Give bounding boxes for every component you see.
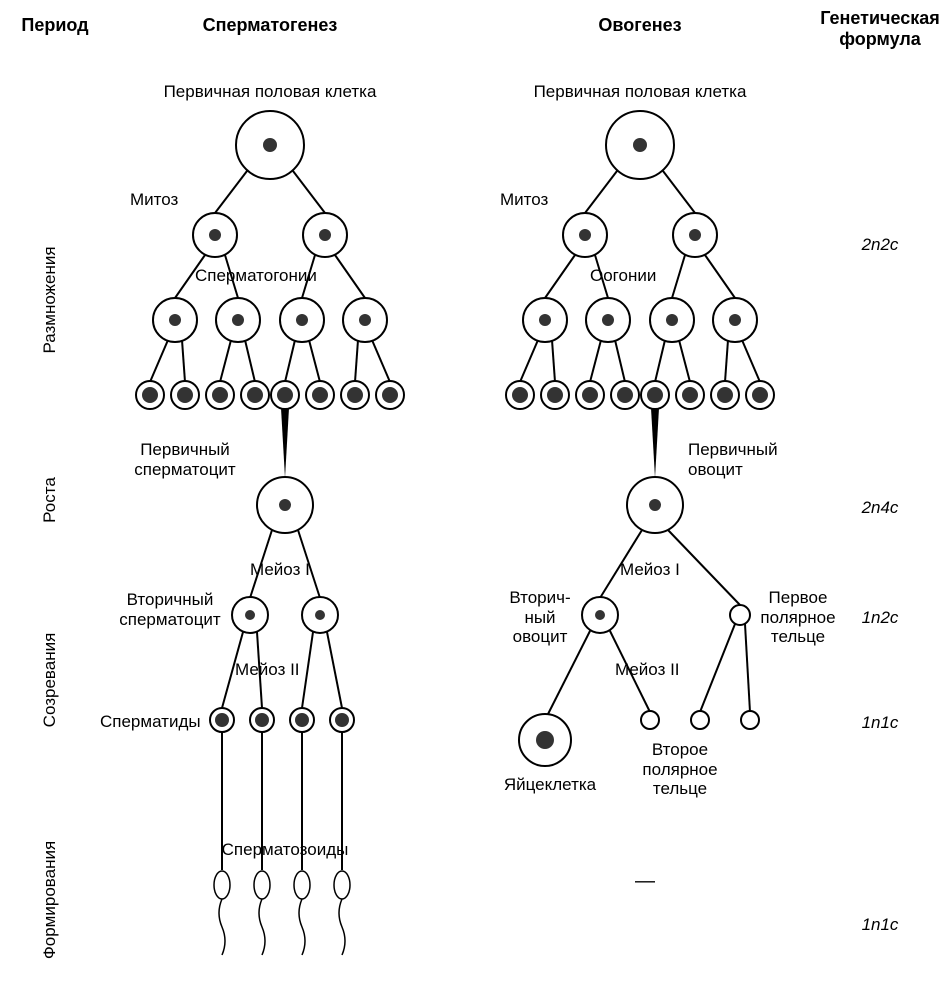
period-growth: Роста xyxy=(40,465,60,535)
label-secondary-oocyte: Вторич- ный овоцит xyxy=(495,588,585,647)
label-spermatozoa: Сперматозоиды xyxy=(210,840,360,860)
label-meiosis2-s: Мейоз II xyxy=(235,660,315,680)
label-mitosis-s: Митоз xyxy=(130,190,200,210)
label-primary-oocyte: Первичный овоцит xyxy=(688,440,818,479)
label-egg: Яйцеклетка xyxy=(490,775,610,795)
header-formula: Генетическая формула xyxy=(820,8,940,49)
formula-1n1c-2: 1n1c xyxy=(850,915,910,935)
label-meiosis2-o: Мейоз II xyxy=(615,660,695,680)
formula-1n1c: 1n1c xyxy=(850,713,910,733)
label-oogonia: Оогонии xyxy=(590,266,700,286)
label-meiosis1-s: Мейоз I xyxy=(250,560,330,580)
label-secondary-spermatocyte: Вторичный сперматоцит xyxy=(110,590,230,629)
label-primary-spermatocyte: Первичный сперматоцит xyxy=(115,440,255,479)
header-period: Период xyxy=(10,15,100,36)
formula-2n4c: 2n4c xyxy=(850,498,910,518)
formula-2n2c: 2n2c xyxy=(850,235,910,255)
period-maturation: Созревания xyxy=(40,620,60,740)
label-second-polar: Второе полярное тельце xyxy=(625,740,735,799)
formula-1n2c: 1n2c xyxy=(850,608,910,628)
header-ovo: Овогенез xyxy=(540,15,740,36)
period-multiplication: Размножения xyxy=(40,230,60,370)
label-meiosis1-o: Мейоз I xyxy=(620,560,700,580)
label-primordial-s: Первичная половая клетка xyxy=(150,82,390,102)
label-mitosis-o: Митоз xyxy=(500,190,570,210)
label-spermatogonia: Сперматогонии xyxy=(195,266,345,286)
period-formation: Формирования xyxy=(40,825,60,975)
label-first-polar: Первое полярное тельце xyxy=(748,588,848,647)
spermatogenesis-tree xyxy=(136,111,404,955)
label-spermatids: Сперматиды xyxy=(100,712,210,732)
label-dash: — xyxy=(630,870,660,893)
header-sperm: Сперматогенез xyxy=(170,15,370,36)
label-primordial-o: Первичная половая клетка xyxy=(520,82,760,102)
diagram-svg xyxy=(0,0,948,986)
